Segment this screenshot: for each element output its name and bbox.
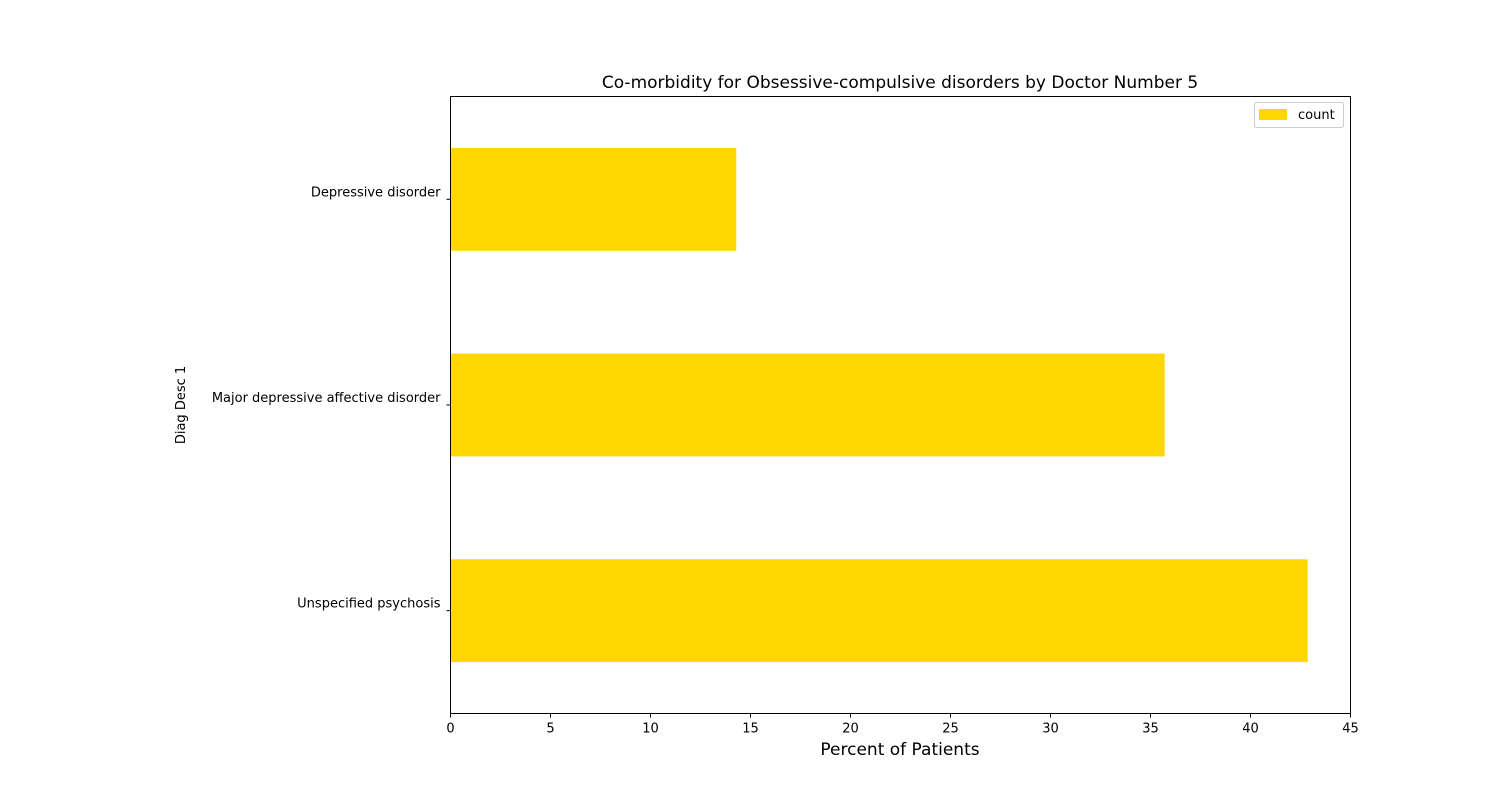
legend-swatch [1259, 109, 1287, 120]
legend-box [1254, 102, 1344, 128]
y-tick-label: Major depressive affective disorder [212, 391, 441, 406]
x-axis-label: Percent of Patients [820, 740, 979, 760]
x-tick-label: 25 [942, 722, 959, 737]
bar-1[interactable] [450, 353, 1165, 457]
x-tick-label: 10 [642, 722, 659, 737]
y-tick-label: Unspecified psychosis [297, 597, 441, 612]
y-axis: Unspecified psychosis Major depressive af… [212, 185, 451, 612]
x-tick-label: 30 [1042, 722, 1059, 737]
chart-title: Co-morbidity for Obsessive-compulsive di… [602, 73, 1198, 93]
x-tick-label: 15 [742, 722, 759, 737]
x-tick-label: 35 [1142, 722, 1159, 737]
x-tick-label: 20 [842, 722, 859, 737]
y-tick-label: Depressive disorder [311, 185, 441, 200]
x-tick-label: 40 [1242, 722, 1259, 737]
x-tick-label: 0 [446, 722, 454, 737]
plot-frame [450, 96, 1351, 714]
x-tick-label: 5 [546, 722, 554, 737]
bars-group [450, 147, 1308, 663]
legend-label-count: count [1298, 108, 1335, 123]
legend[interactable]: count [1254, 102, 1344, 128]
bar-2[interactable] [450, 147, 737, 251]
bar-0[interactable] [450, 559, 1308, 663]
y-axis-label: Diag Desc 1 [174, 366, 189, 444]
x-axis: 0 5 10 15 20 25 30 35 40 45 [446, 713, 1359, 737]
x-tick-label: 45 [1342, 722, 1359, 737]
